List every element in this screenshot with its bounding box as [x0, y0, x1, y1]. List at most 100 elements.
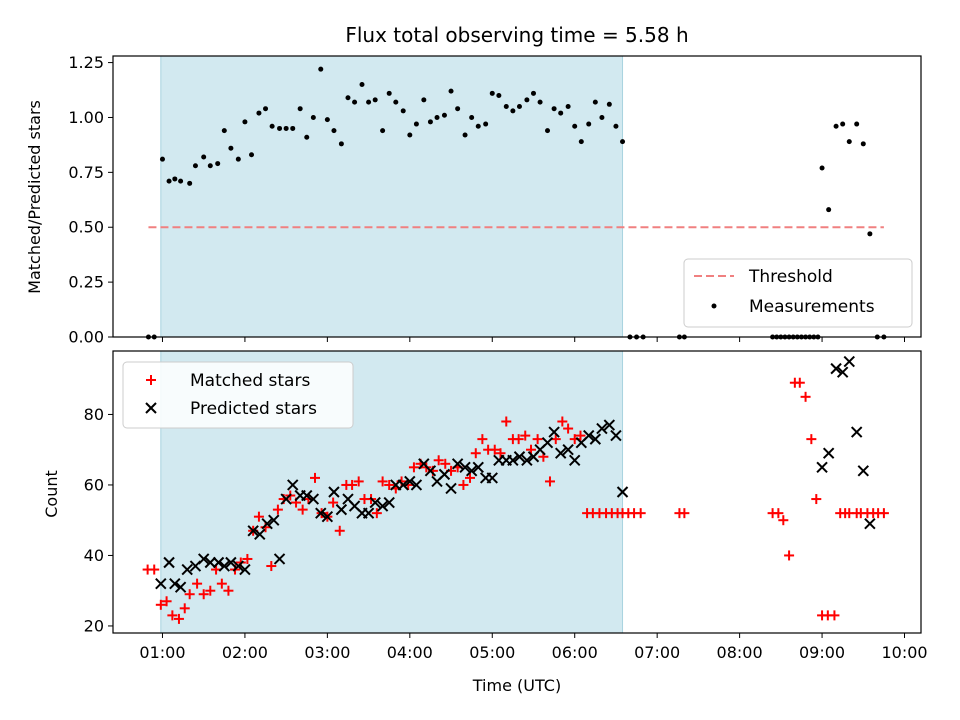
- bottom-legend: Matched stars Predicted stars: [122, 361, 354, 429]
- top-legend-box: [683, 258, 913, 328]
- measurement-point: [310, 114, 316, 120]
- measurement-point: [599, 114, 605, 120]
- measurement-point: [290, 125, 296, 131]
- measurement-point: [283, 125, 289, 131]
- measurement-point: [407, 132, 413, 138]
- predicted-star-point: [307, 493, 320, 505]
- matched-star-point: [184, 589, 195, 600]
- predicted-star-point: [335, 503, 348, 516]
- measurement-point: [221, 128, 227, 134]
- predicted-star-point: [247, 525, 259, 537]
- top-y-ticks: 0.00 0.25 0.50 0.75 1.00 1.25: [68, 53, 113, 347]
- predicted-star-point: [280, 493, 292, 505]
- measurement-point: [826, 207, 832, 213]
- y-tick-label: 0.75: [68, 163, 104, 182]
- x-tick-label: 06:00: [552, 643, 598, 662]
- measurement-point: [551, 106, 557, 112]
- y-tick-label: 0.25: [68, 273, 104, 292]
- measurement-point: [172, 176, 178, 182]
- measurement-point: [297, 106, 303, 112]
- predicted-star-point: [822, 447, 835, 459]
- matched-star-point: [173, 613, 184, 624]
- predicted-star-point: [362, 507, 375, 519]
- measurement-point: [572, 123, 578, 129]
- predicted-star-point: [596, 422, 608, 435]
- matched-star-point: [384, 479, 395, 490]
- legend-measurements-swatch: [711, 303, 717, 309]
- matched-star-point: [635, 508, 646, 519]
- measurement-point: [434, 114, 440, 120]
- measurement-point: [545, 128, 551, 134]
- matched-star-point: [784, 550, 795, 561]
- measurement-point: [448, 88, 454, 94]
- measurement-point: [524, 97, 530, 103]
- matched-star-point: [149, 564, 160, 575]
- predicted-star-point: [616, 486, 629, 498]
- matched-star-point: [242, 553, 253, 564]
- x-tick-label: 10:00: [881, 643, 927, 662]
- legend-predicted-swatch: [145, 402, 157, 414]
- measurement-point: [578, 139, 584, 145]
- predicted-star-point: [268, 514, 280, 526]
- predicted-star-point: [232, 560, 245, 572]
- predicted-star-point: [472, 461, 484, 474]
- matched-star-point: [501, 416, 512, 427]
- matched-star-point: [878, 508, 889, 519]
- measurement-point: [207, 163, 213, 169]
- matched-star-point: [513, 434, 524, 445]
- x-axis-label: Time (UTC): [472, 676, 561, 695]
- predicted-star-point: [459, 461, 471, 474]
- matched-star-point: [310, 472, 320, 483]
- top-shaded-region: [160, 55, 624, 338]
- top-axes-frame: [112, 55, 922, 338]
- measurement-point: [846, 139, 852, 145]
- matched-star-point: [575, 430, 586, 441]
- matched-star-point: [800, 391, 811, 402]
- y-tick-label: 1.25: [68, 53, 104, 72]
- predicted-star-point: [836, 366, 849, 378]
- measurement-point: [441, 112, 447, 118]
- measurement-point: [187, 180, 193, 186]
- predicted-star-point: [225, 556, 237, 569]
- predicted-star-point: [610, 429, 622, 442]
- measurement-point: [483, 121, 489, 127]
- measurement-point: [178, 178, 184, 184]
- predicted-star-point: [507, 454, 519, 466]
- predicted-star-point: [843, 355, 855, 368]
- predicted-star-point: [155, 577, 167, 590]
- predicted-star-point: [212, 556, 225, 569]
- measurement-point: [860, 141, 866, 147]
- matched-star-point: [520, 430, 531, 441]
- legend-measurements-label: Measurements: [749, 297, 875, 317]
- predicted-star-point: [301, 489, 313, 502]
- y-tick-label: 1.00: [68, 108, 104, 127]
- bottom-axes-frame: [112, 350, 922, 634]
- predicted-star-point: [273, 553, 286, 565]
- matched-star-point: [679, 508, 690, 519]
- predicted-star-point: [287, 479, 299, 491]
- predicted-star-point: [521, 454, 533, 466]
- matched-star-point: [371, 508, 382, 519]
- predicted-star-point: [424, 465, 437, 477]
- predicted-star-point: [451, 458, 464, 470]
- measurement-point: [263, 106, 269, 112]
- x-tick-label: 05:00: [469, 643, 515, 662]
- predicted-star-point: [239, 563, 251, 576]
- predicted-star-point: [383, 496, 395, 509]
- y-tick-label: 0.50: [68, 218, 104, 237]
- matched-star-point: [778, 515, 789, 526]
- matched-star-point: [266, 561, 277, 572]
- matched-star-point: [155, 599, 166, 610]
- predicted-star-point: [169, 577, 181, 590]
- chart-title: Flux total observing time = 5.58 h: [345, 23, 688, 47]
- top-x-ticks: [161, 337, 906, 342]
- matched-star-point: [192, 578, 203, 589]
- measurement-point: [318, 66, 324, 72]
- measurement-point: [166, 178, 172, 184]
- legend-threshold-label: Threshold: [748, 267, 833, 287]
- measurement-point: [201, 154, 207, 160]
- predicted-star-point: [174, 581, 187, 593]
- measurement-point: [242, 119, 248, 125]
- predicted-star-point: [254, 528, 266, 541]
